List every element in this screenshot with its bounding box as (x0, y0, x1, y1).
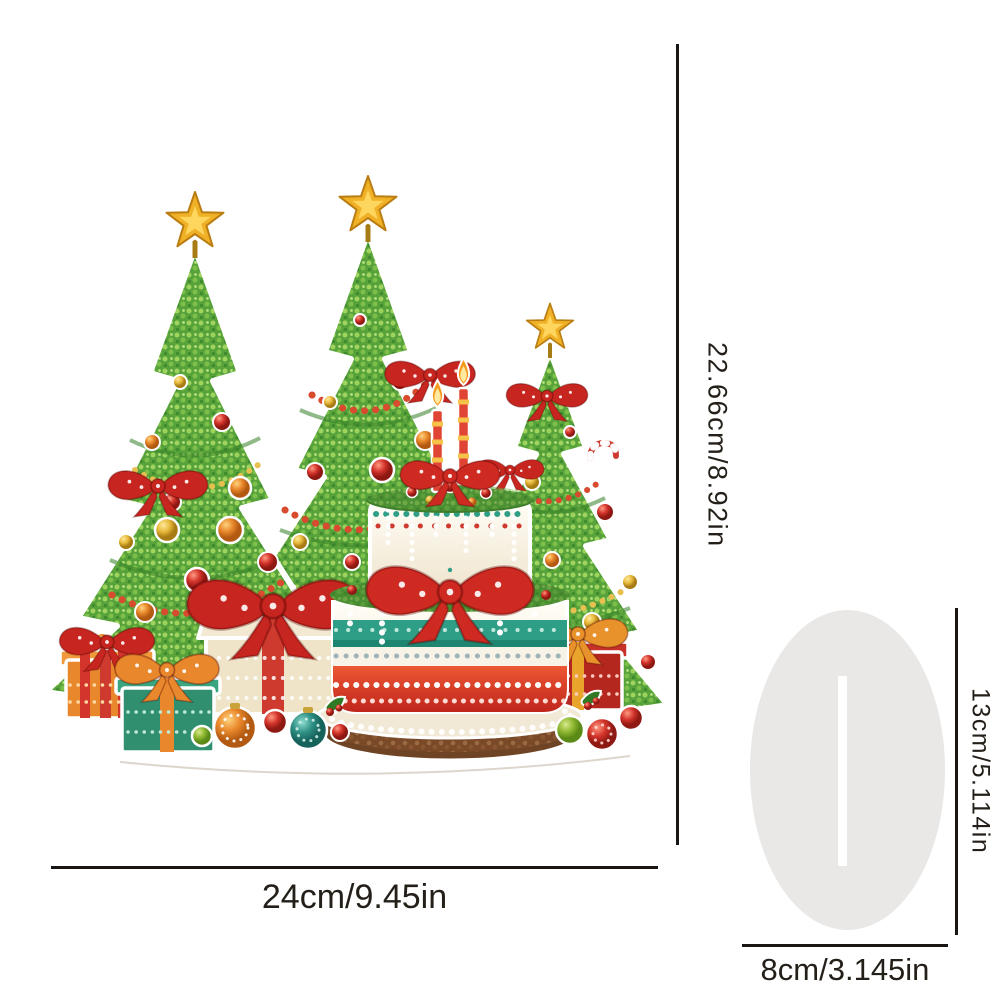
stand-base-slot (838, 676, 847, 866)
base-width-measure-line (742, 944, 948, 947)
scattered-baubles (190, 689, 645, 752)
artwork-illustration (42, 140, 671, 775)
base-height-measure-label: 13cm/5.114in (966, 688, 995, 855)
height-measure-label: 22.66cm/8.92in (702, 341, 733, 548)
star-topper-icon (339, 176, 396, 230)
star-topper-icon (166, 192, 223, 246)
cake-candles (430, 356, 471, 494)
christmas-cake (316, 356, 584, 762)
stand-base-oval (750, 610, 945, 930)
star-topper-icon (527, 303, 574, 348)
width-measure-label: 24cm/9.45in (261, 878, 448, 916)
base-width-measure-label: 8cm/3.145in (760, 952, 930, 987)
gift-box-teal (114, 653, 222, 754)
base-height-measure-line (955, 608, 958, 935)
width-measure-line (51, 866, 658, 869)
height-measure-line (676, 44, 679, 845)
product-artwork (30, 140, 671, 780)
ground-shadow (119, 755, 631, 775)
